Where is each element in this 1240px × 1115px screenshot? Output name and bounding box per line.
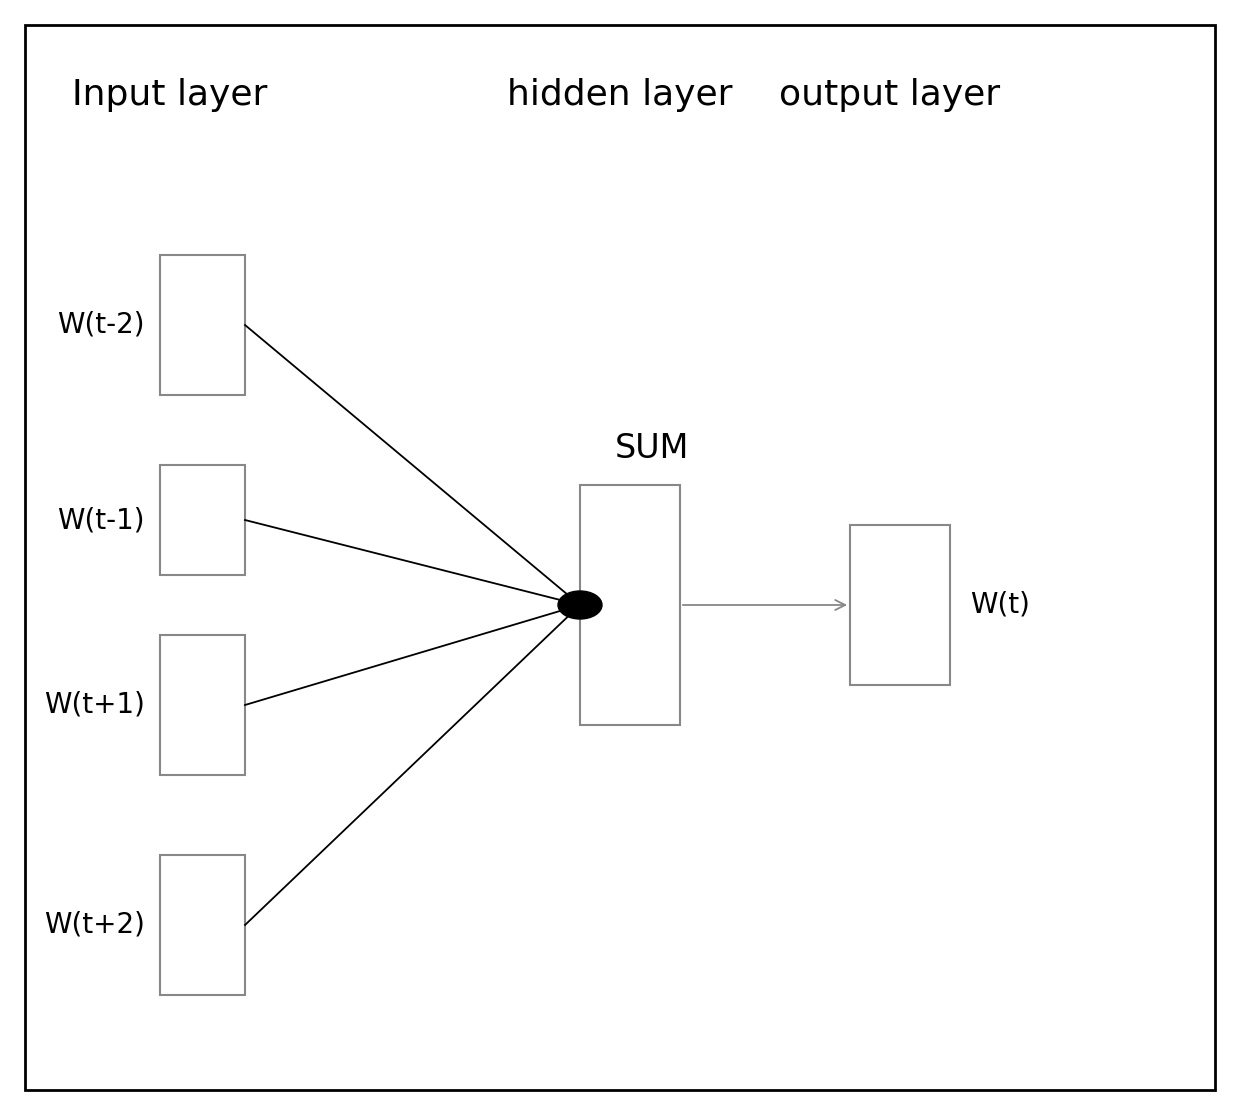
Bar	[160, 855, 246, 995]
Text: W(t+1): W(t+1)	[45, 691, 145, 719]
Text: hidden layer: hidden layer	[507, 78, 733, 112]
Text: W(t-2): W(t-2)	[57, 311, 145, 339]
Text: SUM: SUM	[615, 432, 689, 465]
Bar	[160, 465, 246, 575]
Text: W(t): W(t)	[970, 591, 1030, 619]
Bar	[849, 525, 950, 685]
Text: output layer: output layer	[780, 78, 1001, 112]
Ellipse shape	[558, 591, 601, 619]
Bar	[160, 255, 246, 395]
Text: Input layer: Input layer	[72, 78, 268, 112]
Bar	[160, 636, 246, 775]
Bar	[580, 485, 680, 725]
Text: W(t-1): W(t-1)	[57, 506, 145, 534]
Text: W(t+2): W(t+2)	[45, 911, 145, 939]
